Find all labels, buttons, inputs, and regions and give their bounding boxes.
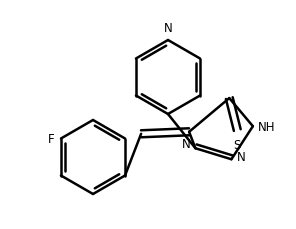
Text: NH: NH bbox=[258, 120, 275, 133]
Text: S: S bbox=[234, 139, 241, 151]
Text: N: N bbox=[164, 22, 172, 35]
Text: N: N bbox=[182, 137, 191, 150]
Text: N: N bbox=[237, 150, 245, 163]
Text: F: F bbox=[48, 132, 55, 145]
